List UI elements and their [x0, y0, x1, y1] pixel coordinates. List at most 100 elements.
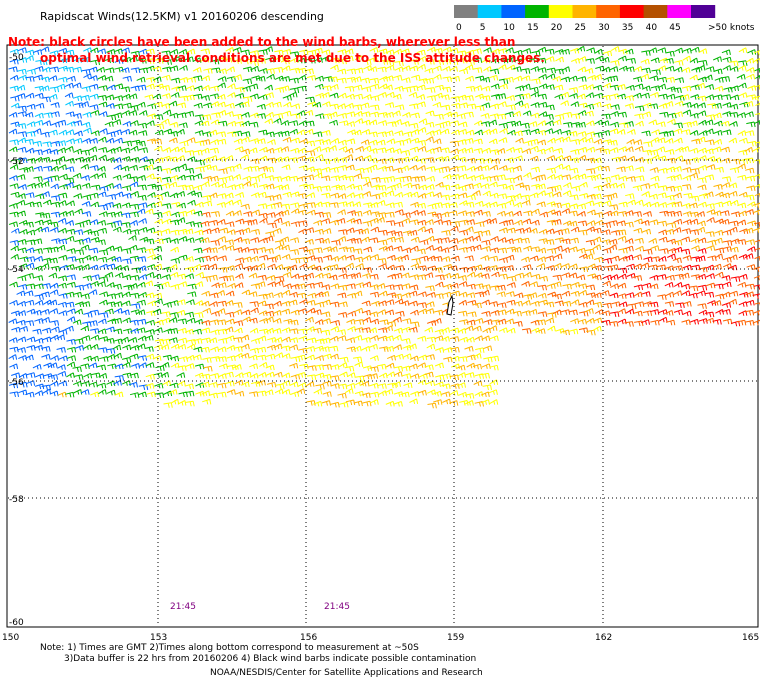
wind-barb	[434, 167, 444, 174]
wind-barb	[520, 122, 530, 129]
wind-barb	[227, 92, 236, 98]
wind-barb	[616, 182, 626, 189]
wind-barb	[249, 83, 259, 90]
wind-barb	[553, 262, 562, 269]
wind-barb	[424, 227, 434, 234]
wind-barb	[144, 248, 154, 254]
wind-barb	[704, 119, 714, 126]
wind-barb	[498, 273, 508, 280]
wind-barb	[361, 345, 371, 352]
wind-barb	[273, 67, 284, 73]
wind-barb	[394, 191, 404, 198]
wind-barb	[97, 256, 108, 263]
wind-barb	[281, 372, 291, 379]
wind-barb	[425, 121, 435, 128]
wind-barb	[32, 328, 42, 335]
wind-barb	[434, 335, 444, 341]
wind-barb	[42, 388, 52, 395]
wind-barb	[179, 65, 188, 71]
wind-barb	[32, 140, 43, 147]
wind-barb	[305, 150, 316, 156]
wind-barb	[417, 165, 426, 171]
wind-barb	[193, 210, 203, 217]
wind-barb	[665, 149, 675, 155]
wind-barb	[113, 264, 123, 271]
wind-barb	[265, 327, 275, 334]
wind-barb	[297, 193, 307, 199]
wind-barb	[136, 281, 146, 288]
wind-barb	[600, 165, 611, 172]
wind-barb	[682, 255, 692, 261]
wind-barb	[153, 263, 163, 270]
wind-barb	[41, 66, 51, 73]
wind-barb	[72, 113, 82, 119]
wind-barb	[354, 390, 364, 397]
wind-barb	[378, 112, 388, 118]
wind-barb	[25, 92, 35, 99]
wind-barb	[58, 254, 68, 261]
wind-barb	[434, 362, 444, 369]
wind-barb	[136, 175, 146, 181]
wind-barb	[498, 137, 508, 143]
wind-barb	[610, 104, 620, 110]
wind-barb	[192, 191, 203, 198]
wind-barb	[649, 283, 659, 290]
wind-barb	[433, 267, 443, 273]
wind-barb	[458, 173, 468, 180]
wind-barb	[282, 283, 292, 289]
wind-barb	[363, 65, 373, 71]
wind-barb	[161, 168, 172, 174]
wind-barb	[537, 311, 548, 317]
wind-barb	[41, 384, 51, 391]
wind-barb	[440, 247, 450, 253]
wind-barb	[402, 353, 412, 359]
wind-barb	[464, 325, 474, 332]
wind-barb	[393, 231, 403, 237]
wind-barb	[410, 321, 420, 328]
wind-barb	[19, 228, 28, 235]
wind-barb	[65, 220, 75, 226]
wind-barb	[440, 194, 451, 201]
wind-barb	[74, 308, 84, 315]
wind-barb	[144, 238, 155, 245]
wind-barb	[753, 227, 760, 233]
wind-barb	[610, 121, 620, 128]
wind-barb	[176, 372, 186, 378]
wind-barb	[88, 362, 98, 369]
wind-barb	[32, 128, 42, 134]
wind-barb	[427, 402, 437, 409]
wind-barb	[536, 174, 547, 181]
wind-barb	[624, 210, 634, 216]
wind-barb	[377, 158, 387, 164]
wind-barb	[538, 73, 548, 80]
wind-barb	[195, 390, 205, 397]
wind-barb	[440, 147, 450, 154]
wind-barb	[241, 111, 250, 118]
wind-barb	[24, 166, 34, 172]
wind-barb	[745, 299, 755, 306]
wind-barb	[416, 202, 426, 209]
wind-barb	[408, 300, 418, 307]
wind-barb	[312, 186, 322, 192]
wind-barb	[256, 262, 266, 269]
wind-barb	[744, 309, 755, 316]
wind-barb	[464, 400, 474, 406]
wind-barb	[705, 139, 715, 146]
wind-barb	[313, 219, 323, 226]
wind-barb	[176, 174, 186, 181]
wind-barb	[290, 147, 300, 154]
wind-barb	[512, 246, 522, 253]
wind-barb	[90, 59, 100, 66]
wind-barb	[289, 319, 299, 326]
wind-barb	[392, 381, 401, 387]
wind-barb	[224, 192, 234, 199]
wind-barb	[426, 336, 437, 343]
wind-barb	[105, 245, 115, 252]
wind-barb	[312, 309, 322, 315]
wind-barb	[128, 110, 138, 116]
wind-barb	[178, 163, 188, 170]
wind-barb	[545, 104, 555, 111]
wind-barb	[602, 194, 613, 201]
wind-barb	[8, 203, 18, 209]
wind-barb	[209, 147, 219, 154]
